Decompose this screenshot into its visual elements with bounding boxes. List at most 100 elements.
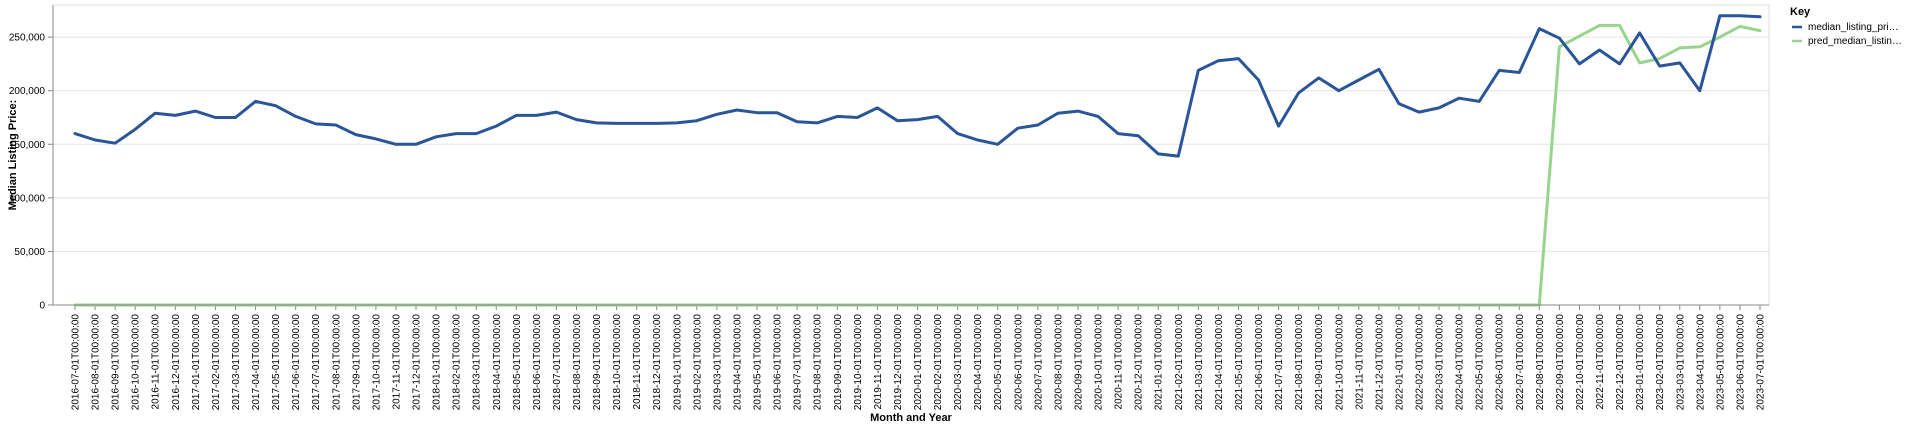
x-tick-label: 2019-02-01T00:00:00 bbox=[692, 314, 703, 411]
x-tick-label: 2020-04-01T00:00:00 bbox=[973, 314, 984, 411]
x-tick-label: 2023-05-01T00:00:00 bbox=[1715, 314, 1726, 411]
plot-frame bbox=[52, 4, 1770, 306]
x-tick-label: 2016-12-01T00:00:00 bbox=[171, 314, 182, 411]
grid-lines bbox=[53, 36, 1769, 306]
series-line bbox=[73, 23, 1762, 307]
x-tick-label: 2021-03-01T00:00:00 bbox=[1194, 314, 1205, 411]
x-tick-label: 2018-02-01T00:00:00 bbox=[452, 314, 463, 411]
x-tick-label: 2021-06-01T00:00:00 bbox=[1254, 314, 1265, 411]
x-tick-label: 2021-04-01T00:00:00 bbox=[1214, 314, 1225, 411]
x-tick-label: 2020-12-01T00:00:00 bbox=[1134, 314, 1145, 411]
x-tick-label: 2017-04-01T00:00:00 bbox=[251, 314, 262, 411]
x-tick-label: 2019-12-01T00:00:00 bbox=[893, 314, 904, 411]
x-tick-label: 2022-07-01T00:00:00 bbox=[1515, 314, 1526, 411]
x-tick-label: 2022-09-01T00:00:00 bbox=[1555, 314, 1566, 411]
x-tick-label: 2021-10-01T00:00:00 bbox=[1334, 314, 1345, 411]
legend-label: median_listing_pri… bbox=[1808, 22, 1899, 33]
x-tick-label: 2018-07-01T00:00:00 bbox=[552, 314, 563, 411]
x-tick-label: 2018-06-01T00:00:00 bbox=[532, 314, 543, 411]
x-tick-label: 2019-07-01T00:00:00 bbox=[793, 314, 804, 411]
x-tick-label: 2019-06-01T00:00:00 bbox=[773, 314, 784, 411]
x-tick-label: 2022-08-01T00:00:00 bbox=[1535, 314, 1546, 411]
x-tick-label: 2023-07-01T00:00:00 bbox=[1756, 314, 1767, 411]
x-tick-label: 2022-04-01T00:00:00 bbox=[1455, 314, 1466, 411]
x-tick-label: 2021-12-01T00:00:00 bbox=[1374, 314, 1385, 411]
x-tick-label: 2022-10-01T00:00:00 bbox=[1575, 314, 1586, 411]
x-tick-label: 2019-10-01T00:00:00 bbox=[853, 314, 864, 411]
series-line bbox=[73, 14, 1762, 158]
x-tick-label: 2020-09-01T00:00:00 bbox=[1073, 314, 1084, 411]
x-axis-ticks: 2016-07-01T00:00:00 2016-08-01T00:00:00 20… bbox=[71, 305, 1767, 410]
x-tick-label: 2018-11-01T00:00:00 bbox=[632, 314, 643, 410]
x-tick-label: 2018-03-01T00:00:00 bbox=[472, 314, 483, 411]
x-tick-label: 2019-11-01T00:00:00 bbox=[873, 314, 884, 410]
x-tick-label: 2020-06-01T00:00:00 bbox=[1013, 314, 1024, 411]
x-tick-label: 2022-12-01T00:00:00 bbox=[1615, 314, 1626, 411]
x-tick-label: 2023-06-01T00:00:00 bbox=[1735, 314, 1746, 411]
y-tick-label: 0 bbox=[39, 301, 45, 312]
x-tick-label: 2020-03-01T00:00:00 bbox=[953, 314, 964, 411]
x-tick-label: 2020-07-01T00:00:00 bbox=[1033, 314, 1044, 411]
x-tick-label: 2016-07-01T00:00:00 bbox=[71, 314, 82, 411]
x-tick-label: 2018-01-01T00:00:00 bbox=[432, 314, 443, 411]
x-tick-label: 2018-05-01T00:00:00 bbox=[512, 314, 523, 411]
x-tick-label: 2016-09-01T00:00:00 bbox=[111, 314, 122, 411]
x-tick-label: 2017-03-01T00:00:00 bbox=[231, 314, 242, 411]
x-tick-label: 2019-05-01T00:00:00 bbox=[753, 314, 764, 411]
x-tick-label: 2018-04-01T00:00:00 bbox=[492, 314, 503, 411]
x-tick-label: 2020-05-01T00:00:00 bbox=[993, 314, 1004, 411]
x-tick-label: 2019-09-01T00:00:00 bbox=[833, 314, 844, 411]
x-tick-label: 2017-02-01T00:00:00 bbox=[211, 314, 222, 411]
x-tick-label: 2021-02-01T00:00:00 bbox=[1174, 314, 1185, 411]
x-tick-label: 2021-01-01T00:00:00 bbox=[1154, 314, 1165, 411]
x-tick-label: 2018-08-01T00:00:00 bbox=[572, 314, 583, 411]
x-tick-label: 2023-03-01T00:00:00 bbox=[1675, 314, 1686, 411]
x-tick-label: 2016-11-01T00:00:00 bbox=[151, 314, 162, 410]
x-tick-label: 2018-10-01T00:00:00 bbox=[612, 314, 623, 411]
x-tick-label: 2020-11-01T00:00:00 bbox=[1114, 314, 1125, 410]
x-tick-label: 2020-02-01T00:00:00 bbox=[933, 314, 944, 411]
x-tick-label: 2023-01-01T00:00:00 bbox=[1635, 314, 1646, 411]
y-tick-label: 150,000 bbox=[9, 140, 46, 151]
plot-series bbox=[73, 14, 1762, 307]
x-tick-label: 2018-09-01T00:00:00 bbox=[592, 314, 603, 411]
x-tick-label: 2021-11-01T00:00:00 bbox=[1354, 314, 1365, 410]
x-tick-label: 2019-08-01T00:00:00 bbox=[813, 314, 824, 411]
x-tick-label: 2021-09-01T00:00:00 bbox=[1314, 314, 1325, 411]
x-tick-label: 2018-12-01T00:00:00 bbox=[652, 314, 663, 411]
legend-title: Key bbox=[1790, 6, 1811, 18]
y-tick-label: 100,000 bbox=[9, 193, 46, 204]
x-tick-label: 2021-08-01T00:00:00 bbox=[1294, 314, 1305, 411]
x-tick-label: 2017-12-01T00:00:00 bbox=[412, 314, 423, 411]
y-axis-title: Median Listing Price: bbox=[7, 100, 19, 211]
x-tick-label: 2020-10-01T00:00:00 bbox=[1094, 314, 1105, 411]
x-tick-label: 2023-04-01T00:00:00 bbox=[1695, 314, 1706, 411]
x-tick-label: 2021-07-01T00:00:00 bbox=[1274, 314, 1285, 411]
x-tick-label: 2019-03-01T00:00:00 bbox=[712, 314, 723, 411]
x-tick-label: 2016-10-01T00:00:00 bbox=[131, 314, 142, 411]
x-tick-label: 2017-11-01T00:00:00 bbox=[391, 314, 402, 410]
x-tick-label: 2019-01-01T00:00:00 bbox=[672, 314, 683, 411]
x-tick-label: 2022-05-01T00:00:00 bbox=[1475, 314, 1486, 411]
y-tick-label: 250,000 bbox=[9, 33, 46, 44]
x-tick-label: 2022-02-01T00:00:00 bbox=[1414, 314, 1425, 411]
x-tick-label: 2017-01-01T00:00:00 bbox=[191, 314, 202, 411]
y-tick-label: 200,000 bbox=[9, 86, 46, 97]
x-tick-label: 2022-01-01T00:00:00 bbox=[1394, 314, 1405, 411]
x-tick-label: 2017-09-01T00:00:00 bbox=[351, 314, 362, 411]
x-tick-label: 2017-10-01T00:00:00 bbox=[371, 314, 382, 411]
x-tick-label: 2022-03-01T00:00:00 bbox=[1435, 314, 1446, 411]
x-tick-label: 2021-05-01T00:00:00 bbox=[1234, 314, 1245, 411]
x-tick-label: 2022-06-01T00:00:00 bbox=[1495, 314, 1506, 411]
x-tick-label: 2016-08-01T00:00:00 bbox=[91, 314, 102, 411]
x-tick-label: 2020-08-01T00:00:00 bbox=[1053, 314, 1064, 411]
x-tick-label: 2017-08-01T00:00:00 bbox=[331, 314, 342, 411]
x-tick-label: 2017-05-01T00:00:00 bbox=[271, 314, 282, 411]
x-tick-label: 2017-06-01T00:00:00 bbox=[291, 314, 302, 411]
x-tick-label: 2023-02-01T00:00:00 bbox=[1655, 314, 1666, 411]
x-tick-label: 2019-04-01T00:00:00 bbox=[732, 314, 743, 411]
x-axis-title: Month and Year bbox=[870, 412, 952, 424]
legend-label: pred_median_listin… bbox=[1808, 36, 1902, 47]
x-tick-label: 2017-07-01T00:00:00 bbox=[311, 314, 322, 411]
